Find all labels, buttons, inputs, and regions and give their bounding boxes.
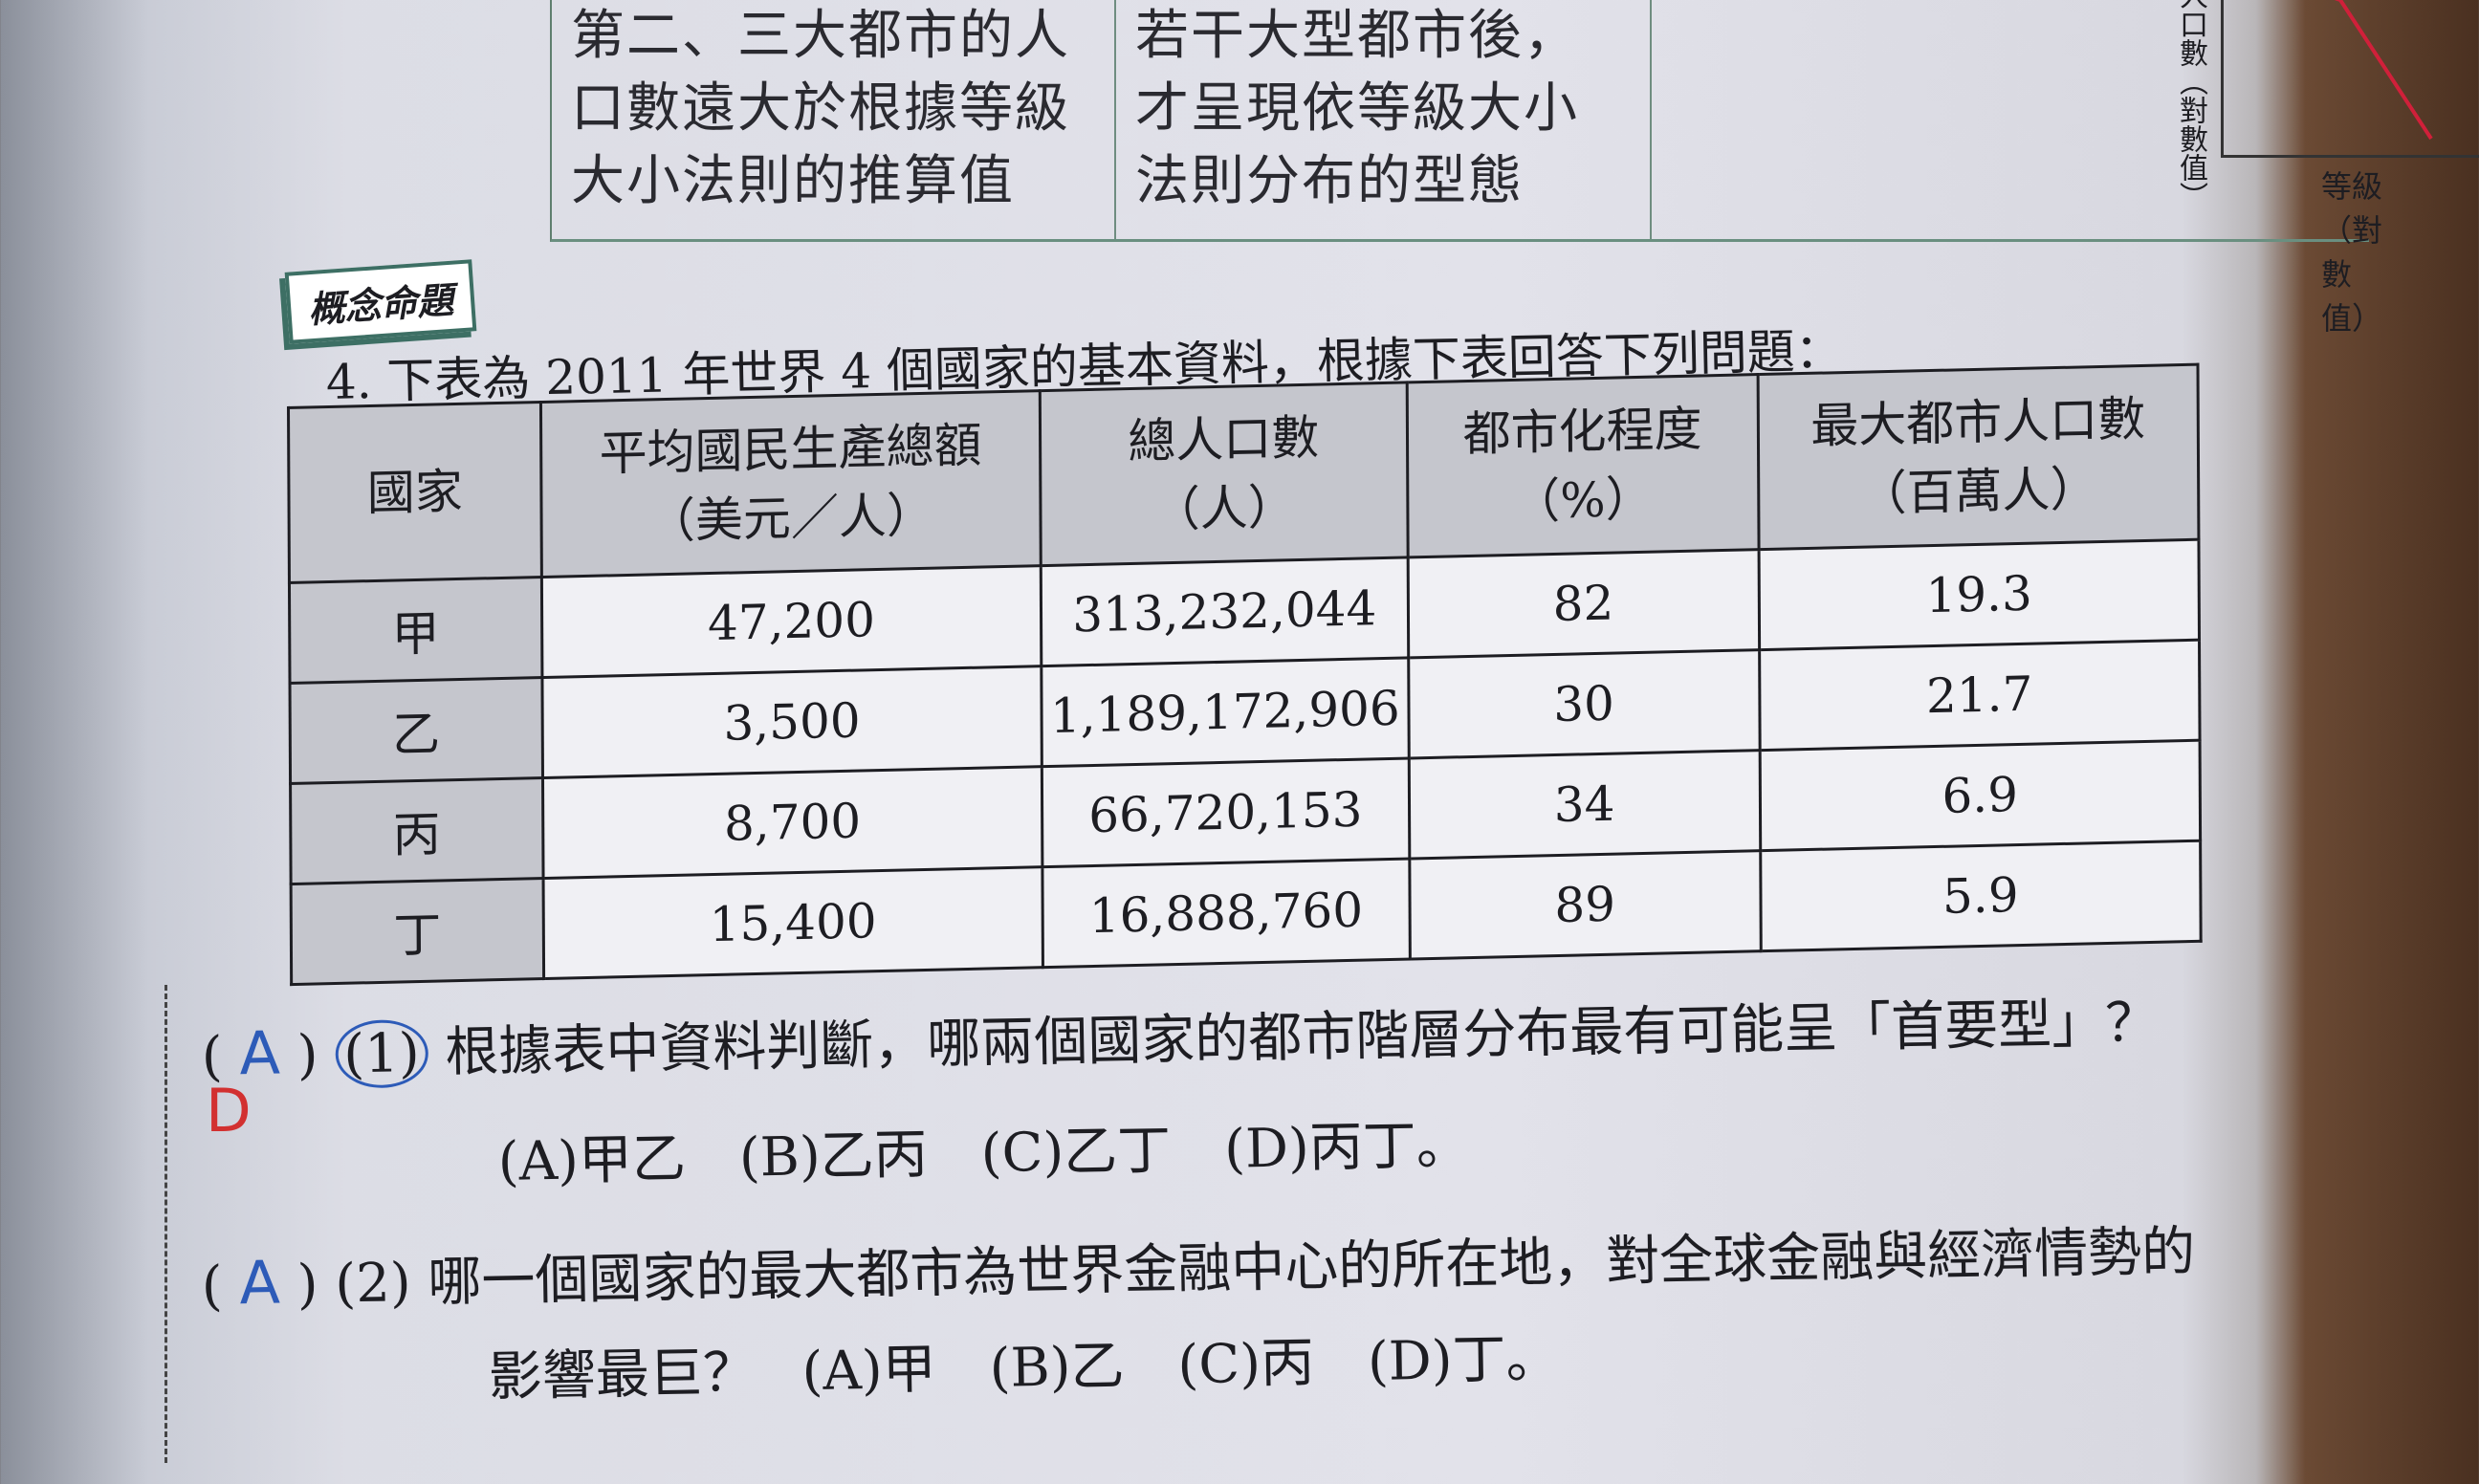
header-cell: 都市化程度 （%） bbox=[1406, 374, 1759, 557]
gnp-cell: 8,700 bbox=[542, 766, 1042, 879]
urbanization-cell: 34 bbox=[1408, 750, 1761, 860]
question-text-continued: 影響最巨？ bbox=[488, 1342, 757, 1408]
urbanization-cell: 30 bbox=[1408, 649, 1760, 758]
population-cell: 66,720,153 bbox=[1042, 757, 1410, 867]
question-1: ( A ) (1) 根據表中資料判斷，哪兩個國家的都市階層分布最有可能呈「首要型… bbox=[201, 992, 2160, 1089]
gnp-cell: 47,200 bbox=[541, 565, 1042, 678]
graph-x-axis-label: 等級（對數值） bbox=[2321, 168, 2383, 337]
question-2: ( A ) (2) 哪一個國家的最大都市為世界金融中心的所在地，對全球金融與經濟… bbox=[201, 1220, 2196, 1319]
country-cell: 丙 bbox=[290, 777, 543, 884]
gnp-cell: 15,400 bbox=[542, 866, 1043, 979]
question-text: 根據表中資料判斷，哪兩個國家的都市階層分布最有可能呈「首要型」？ bbox=[444, 992, 2160, 1084]
largest-city-cell: 19.3 bbox=[1758, 539, 2200, 650]
question-text: 哪一個國家的最大都市為世界金融中心的所在地，對全球金融與經濟情勢的 bbox=[427, 1220, 2196, 1314]
question-number: (2) bbox=[334, 1252, 412, 1316]
population-cell: 1,189,172,906 bbox=[1041, 657, 1409, 767]
section-tag: 概念命題 bbox=[284, 259, 477, 344]
summary-cell-2: 若干大型都市後，才呈現依等級大小法則分布的型態 bbox=[1116, 0, 1652, 239]
header-cell: 國家 bbox=[288, 402, 542, 583]
header-cell: 最大都市人口數 （百萬人） bbox=[1757, 364, 2199, 550]
largest-city-cell: 6.9 bbox=[1759, 740, 2201, 851]
question-2-options: (A)甲 (B)乙 (C)丙 (D)丁。 bbox=[801, 1327, 1561, 1404]
handwritten-correction: D bbox=[206, 1076, 252, 1146]
graph-x-axis bbox=[2221, 155, 2479, 158]
question-1-options: (A)甲乙 (B)乙丙 (C)乙丁 (D)丙丁。 bbox=[497, 1114, 1471, 1193]
country-cell: 甲 bbox=[289, 577, 542, 684]
question-number-circled: (1) bbox=[334, 1018, 429, 1089]
margin-dashed-line bbox=[165, 985, 167, 1463]
graph-y-axis bbox=[2221, 0, 2224, 158]
question-number: 4. bbox=[325, 353, 373, 410]
country-cell: 乙 bbox=[290, 677, 543, 784]
urbanization-cell: 89 bbox=[1409, 850, 1761, 960]
question-2-continued: 影響最巨？ (A)甲 (B)乙 (C)丙 (D)丁。 bbox=[488, 1315, 1560, 1411]
graph-y-axis-label: 人口數（對數值） bbox=[2174, 0, 2207, 210]
rank-size-line bbox=[2334, 0, 2433, 141]
top-summary-table: 第二、三大都市的人口數遠大於根據等級大小法則的推算值 若干大型都市後，才呈現依等… bbox=[550, 0, 2479, 337]
country-data-table: 國家 平均國民生產總額 （美元／人） 總人口數 （人） 都市化程度 （%） 最大都市人… bbox=[287, 363, 2203, 986]
gnp-cell: 3,500 bbox=[541, 666, 1042, 778]
header-cell: 總人口數 （人） bbox=[1040, 382, 1408, 566]
country-cell: 丁 bbox=[291, 878, 544, 985]
population-cell: 16,888,760 bbox=[1042, 859, 1410, 968]
summary-cell-1: 第二、三大都市的人口數遠大於根據等級大小法則的推算值 bbox=[552, 0, 1116, 239]
urbanization-cell: 82 bbox=[1407, 549, 1760, 658]
largest-city-cell: 21.7 bbox=[1759, 640, 2201, 751]
handwritten-answer: A bbox=[238, 1247, 281, 1319]
textbook-page: 第二、三大都市的人口數遠大於根據等級大小法則的推算值 若干大型都市後，才呈現依等… bbox=[143, 0, 2479, 1484]
header-cell: 平均國民生產總額 （美元／人） bbox=[540, 390, 1042, 578]
largest-city-cell: 5.9 bbox=[1760, 840, 2202, 951]
population-cell: 313,232,044 bbox=[1041, 556, 1409, 666]
